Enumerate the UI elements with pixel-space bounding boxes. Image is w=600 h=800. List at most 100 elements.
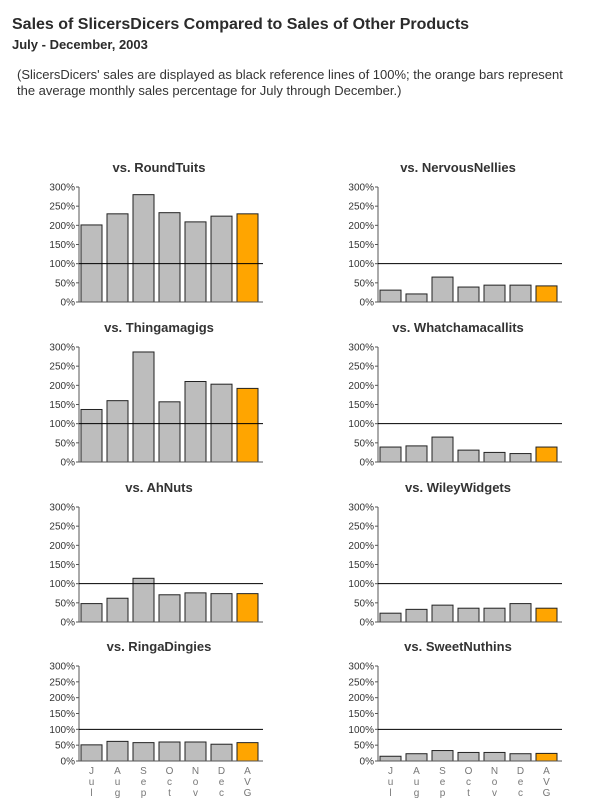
chart-title: vs. RoundTuits <box>113 160 206 175</box>
y-tick-label: 100% <box>49 419 75 430</box>
bar-avg <box>236 387 259 463</box>
y-tick-label: 300% <box>49 662 75 673</box>
bar-dec <box>509 453 532 463</box>
bar-sep <box>132 577 155 623</box>
y-tick-label: 150% <box>348 400 374 411</box>
y-tick-label: 300% <box>348 503 374 514</box>
bar-dec <box>210 383 233 463</box>
y-tick-label: 0% <box>61 458 76 469</box>
y-tick-label: 200% <box>348 541 374 552</box>
chart-panel-4: vs. Whatchamacallits 0% 50% 100% 150% 200% 250… <box>348 320 562 469</box>
y-tick-label: 200% <box>49 541 75 552</box>
y-tick-label: 100% <box>348 725 374 736</box>
bar-nov <box>184 592 207 623</box>
chart-title: vs. WileyWidgets <box>405 480 511 495</box>
bar-aug <box>405 445 428 463</box>
bar-nov <box>483 607 506 623</box>
bar-sep <box>431 436 454 463</box>
y-tick-label: 0% <box>360 298 375 309</box>
y-tick-label: 50% <box>354 438 374 449</box>
y-tick-label: 50% <box>354 598 374 609</box>
bar-aug <box>106 400 129 463</box>
y-tick-label: 300% <box>49 183 75 194</box>
y-tick-label: 250% <box>348 202 374 213</box>
bar-dec <box>210 743 233 762</box>
y-tick-label: 200% <box>49 221 75 232</box>
bar-jul <box>80 744 103 762</box>
chart-panel-6: vs. WileyWidgets 0% 50% 100% 150% 200% 250% 300… <box>348 480 562 629</box>
bar-jul <box>379 446 402 463</box>
bar-avg <box>236 213 259 303</box>
y-tick-label: 100% <box>348 419 374 430</box>
bar-aug <box>106 597 129 623</box>
bar-aug <box>106 740 129 762</box>
bar-avg <box>535 607 558 623</box>
y-tick-label: 150% <box>348 560 374 571</box>
y-tick-label: 300% <box>348 183 374 194</box>
y-tick-label: 150% <box>49 400 75 411</box>
chart-title: vs. AhNuts <box>125 480 192 495</box>
y-tick-label: 0% <box>360 458 375 469</box>
y-tick-label: 150% <box>49 709 75 720</box>
y-tick-label: 150% <box>348 709 374 720</box>
y-tick-label: 0% <box>61 618 76 629</box>
bar-oct <box>457 286 480 303</box>
y-tick-label: 150% <box>49 560 75 571</box>
bar-jul <box>379 289 402 303</box>
y-tick-label: 250% <box>348 677 374 688</box>
y-tick-label: 50% <box>55 741 75 752</box>
chart-panel-2: vs. NervousNellies 0% 50% 100% 150% 200% 250% 3… <box>348 160 562 309</box>
chart-panel-1: vs. RoundTuits 0% 50% 100% 150% 200% 250% 300% <box>49 160 263 309</box>
bar-avg <box>535 446 558 463</box>
bar-nov <box>483 451 506 463</box>
bar-oct <box>457 751 480 762</box>
y-tick-label: 100% <box>49 579 75 590</box>
y-tick-label: 100% <box>348 579 374 590</box>
y-tick-label: 250% <box>49 362 75 373</box>
y-tick-label: 100% <box>49 259 75 270</box>
bar-aug <box>405 293 428 303</box>
chart-note: (SlicersDicers' sales are displayed as b… <box>17 67 563 98</box>
bar-dec <box>509 753 532 762</box>
bar-sep <box>431 276 454 303</box>
y-tick-label: 150% <box>348 240 374 251</box>
bar-jul <box>80 603 103 623</box>
y-tick-label: 50% <box>55 278 75 289</box>
y-tick-label: 250% <box>348 522 374 533</box>
chart-panel-7: vs. RingaDingies 0% 50% 100% 150% 200% 250% 300… <box>49 639 263 799</box>
y-tick-label: 150% <box>49 240 75 251</box>
bar-dec <box>509 284 532 303</box>
chart-title: vs. SweetNuthins <box>404 639 512 654</box>
bar-oct <box>158 741 181 762</box>
y-tick-label: 0% <box>360 618 375 629</box>
page-subtitle: July - December, 2003 <box>12 37 148 52</box>
bar-jul <box>80 408 103 463</box>
bar-aug <box>106 213 129 303</box>
bar-nov <box>184 741 207 762</box>
y-tick-label: 50% <box>354 741 374 752</box>
chart-title: vs. NervousNellies <box>400 160 516 175</box>
bar-sep <box>132 194 155 303</box>
bar-sep <box>431 604 454 623</box>
y-tick-label: 300% <box>49 343 75 354</box>
bar-oct <box>457 449 480 463</box>
bar-avg <box>236 742 259 762</box>
y-tick-label: 50% <box>354 278 374 289</box>
y-tick-label: 50% <box>55 438 75 449</box>
page-title: Sales of SlicersDicers Compared to Sales… <box>12 16 470 33</box>
y-tick-label: 0% <box>61 298 76 309</box>
bar-sep <box>132 351 155 463</box>
y-tick-label: 250% <box>49 522 75 533</box>
chart-title: vs. Thingamagigs <box>104 320 214 335</box>
bar-sep <box>132 742 155 762</box>
